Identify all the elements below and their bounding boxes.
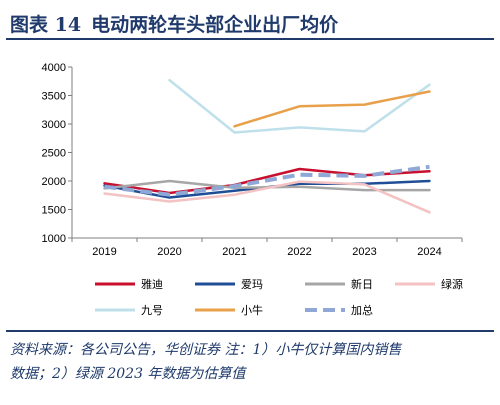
legend-label: 雅迪 — [141, 277, 163, 291]
x-tick-label: 2021 — [222, 246, 246, 258]
y-tick-label: 3000 — [42, 119, 66, 131]
x-tick-label: 2020 — [157, 246, 181, 258]
figure-header: 图表 14 电动两轮车头部企业出厂均价 — [10, 8, 338, 38]
legend-label: 新日 — [351, 277, 373, 291]
line-chart: 1000 1500 2000 2500 3000 3500 4000 2019 2020 2021… — [42, 62, 463, 317]
source-note-line-1: 资料来源：各公司公告，华创证券 注：1）小牛仅计算国内销售 — [10, 342, 402, 358]
y-tick-label: 4000 — [42, 62, 66, 74]
x-tick-label: 2024 — [417, 246, 441, 258]
legend-label: 九号 — [141, 304, 163, 317]
chart-title: 电动两轮车头部企业出厂均价 — [91, 13, 339, 36]
legend-label: 绿源 — [441, 277, 463, 291]
y-tick-label: 1500 — [42, 205, 66, 217]
legend-label: 爱玛 — [241, 278, 263, 291]
y-tick-label: 2500 — [42, 148, 66, 160]
series-line-4 — [103, 180, 431, 214]
legend-label: 小牛 — [241, 303, 263, 317]
y-tick-label: 3500 — [42, 91, 66, 103]
x-tick-label: 2019 — [92, 246, 116, 258]
series-line-7 — [104, 164, 430, 197]
x-tick-label: 2023 — [352, 246, 376, 258]
figure-label: 图表 14 — [10, 13, 82, 36]
title-divider — [6, 38, 494, 40]
source-note-line-2: 数据；2）绿源 2023 年数据为估算值 — [10, 366, 246, 382]
y-tick-label: 1000 — [42, 233, 66, 245]
series-line-5 — [168, 78, 431, 134]
x-tick-label: 2022 — [287, 246, 311, 258]
series-line-6 — [233, 90, 431, 128]
y-tick-label: 2000 — [42, 176, 66, 188]
source-note: 资料来源：各公司公告，华创证券 注：1）小牛仅计算国内销售 数据；2）绿源 20… — [10, 338, 492, 386]
legend-label: 加总 — [351, 303, 373, 317]
footer-divider — [6, 330, 494, 332]
